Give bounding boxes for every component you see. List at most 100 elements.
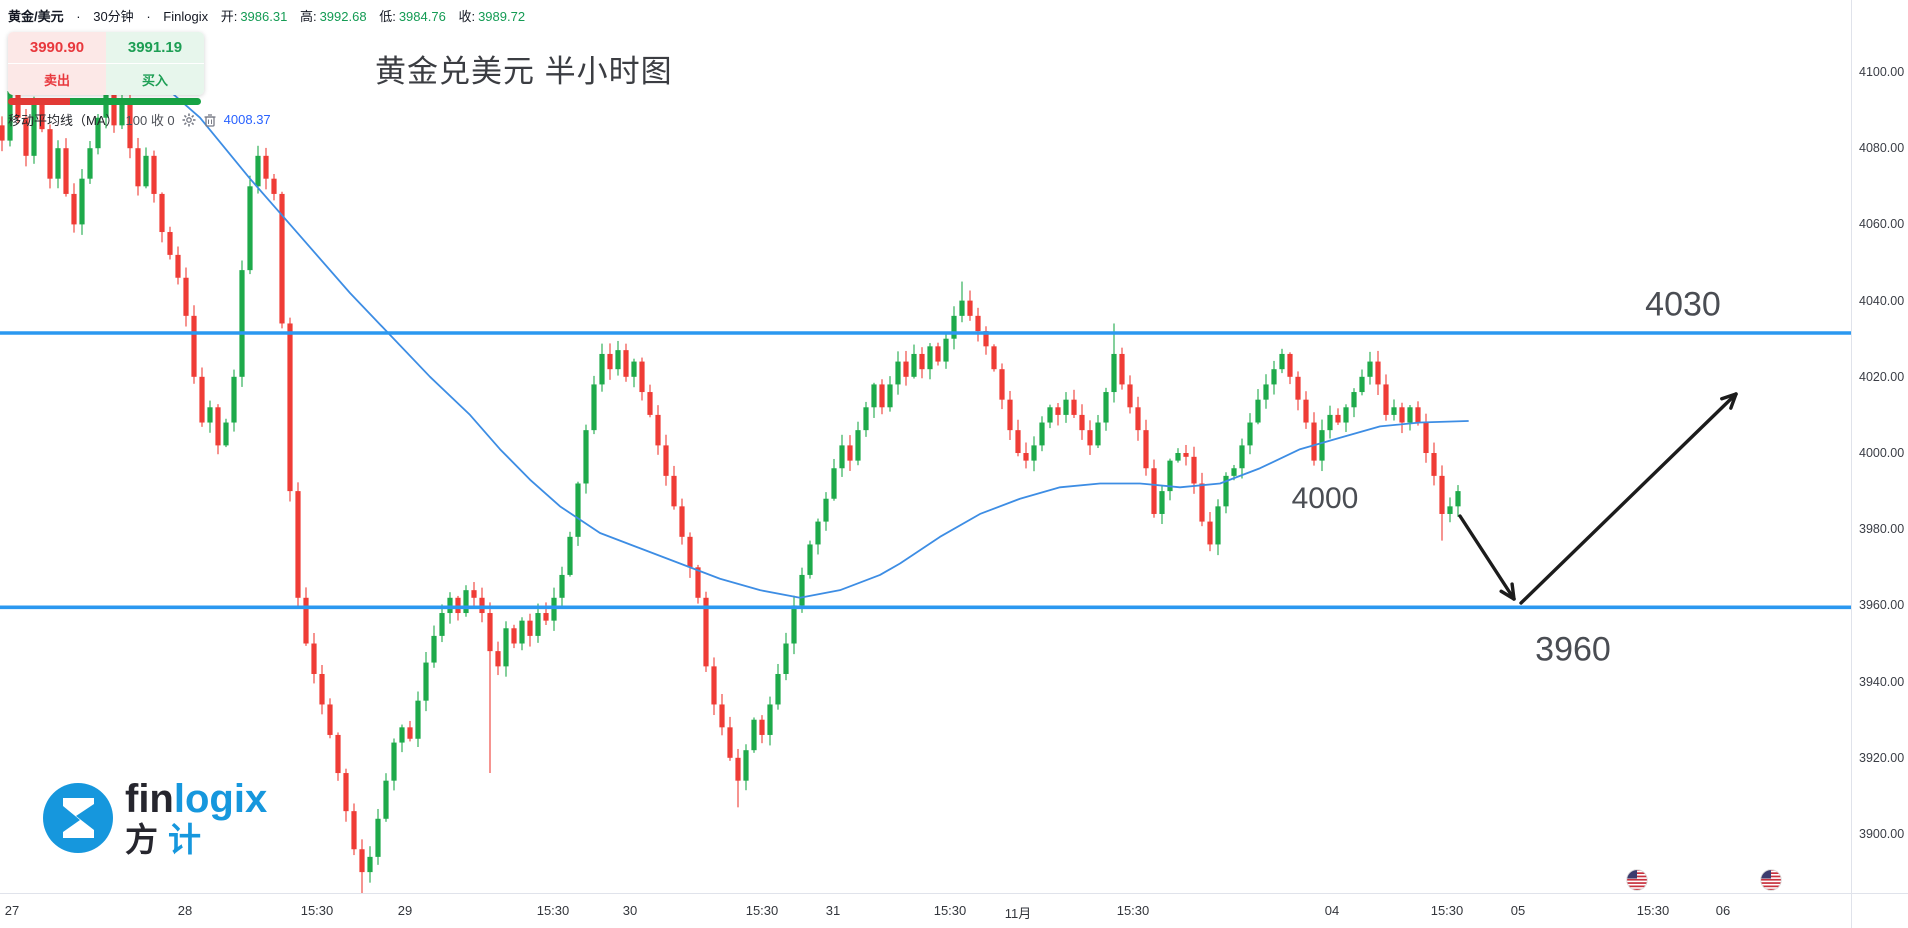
candle-body [1311, 422, 1317, 461]
annotation-label-3960: 3960 [1535, 630, 1611, 669]
candle-body [775, 673, 781, 705]
logo-cn-dark: 方 [125, 821, 168, 858]
candle-body [903, 361, 909, 377]
candle-body [455, 597, 461, 614]
candle-body [495, 651, 501, 667]
provider: Finlogix [163, 9, 209, 24]
ma-line [147, 71, 1469, 599]
candle-body [607, 353, 613, 370]
candle-body [599, 353, 605, 385]
candle-body [239, 270, 245, 377]
candle-body [839, 445, 845, 469]
candle-body [1199, 483, 1205, 522]
candle-body [791, 605, 797, 644]
price-tick-3900: 3900.00 [1859, 827, 1905, 841]
close-value: 3989.72 [478, 9, 526, 24]
logo-brand-dark: fin [125, 777, 174, 821]
candle-body [815, 521, 821, 545]
candle-body [895, 361, 901, 385]
candle-body [1423, 422, 1429, 454]
candle-body [1127, 384, 1133, 408]
us-flag-event-icon[interactable] [1760, 869, 1782, 891]
candle-body [1343, 407, 1349, 423]
buy-price: 3991.19 [127, 39, 183, 56]
time-tick-30: 30 [622, 903, 638, 918]
candle-body [471, 590, 477, 598]
candle-body [79, 178, 85, 225]
candle-body [359, 849, 365, 873]
time-axis[interactable]: Tuesday 4 November 2025 272815:302915:30… [0, 893, 1851, 928]
candle-body [527, 620, 533, 636]
ma-name: 移动平均线（MA） [8, 113, 119, 128]
symbol-info-bar: 黄金/美元 · 30分钟 · Finlogix 开: 3986.31 高: 3992… [8, 6, 525, 25]
candle-body [1351, 392, 1357, 408]
candle-body [727, 727, 733, 758]
candle-body [63, 148, 69, 194]
candle-body [447, 597, 453, 614]
trend-arrow-head [1510, 582, 1516, 601]
candle-body [1295, 376, 1301, 400]
candle-body [679, 506, 685, 537]
sell-button[interactable]: 卖出 [8, 63, 106, 95]
candle-body [311, 643, 317, 674]
candle-body [1159, 491, 1165, 514]
candle-body [887, 384, 893, 408]
candle-body [151, 155, 157, 194]
candle-body [199, 376, 205, 423]
price-axis[interactable]: 4120.00 4100.00 4080.00 4060.00 4040.00 4020.… [1851, 0, 1908, 893]
candle-body [215, 407, 221, 446]
time-tick-15:30: 15:30 [745, 903, 779, 918]
time-tick-15:30: 15:30 [536, 903, 570, 918]
trash-icon[interactable] [203, 113, 217, 127]
buy-price-button[interactable]: 3991.19 [106, 32, 204, 63]
candle-body [47, 129, 53, 179]
candle-body [991, 346, 997, 370]
candle-body [575, 483, 581, 537]
candle-body [1015, 430, 1021, 454]
timeframe[interactable]: 30分钟 [93, 9, 134, 24]
ma-value: 4008.37 [223, 112, 271, 127]
symbol-name[interactable]: 黄金/美元 [8, 9, 64, 24]
market-depth-bar [8, 98, 201, 105]
candle-body [799, 574, 805, 606]
candle-body [927, 346, 933, 370]
candle-body [975, 315, 981, 332]
candle-body [1007, 399, 1013, 431]
candle-body [287, 323, 293, 492]
buy-button[interactable]: 买入 [106, 63, 204, 95]
candle-body [647, 392, 653, 415]
price-tick-3960: 3960.00 [1859, 598, 1905, 613]
candle-body [591, 384, 597, 431]
candle-body [1367, 361, 1373, 377]
price-tick-4020: 4020.00 [1859, 369, 1905, 384]
chart-pane[interactable]: 4030 4000 3960 finlogix 方计 [0, 0, 1851, 893]
candle-body [623, 350, 629, 377]
annotation-label-4000: 4000 [1291, 482, 1359, 515]
candle-body [279, 193, 285, 324]
candle-body [375, 818, 381, 857]
candle-body [119, 102, 125, 126]
order-widget: 3990.90 3991.19 卖出 买入 [8, 32, 204, 95]
candle-body [999, 369, 1005, 400]
candle-body [535, 613, 541, 636]
time-tick-28: 28 [177, 903, 193, 918]
gear-icon[interactable] [182, 113, 196, 127]
candle-body [431, 635, 437, 663]
candlestick-chart-canvas[interactable] [0, 0, 1851, 893]
open-value: 3986.31 [240, 9, 288, 24]
candle-body [543, 613, 549, 621]
candle-body [271, 178, 277, 194]
us-flag-event-icon[interactable] [1626, 869, 1648, 891]
finlogix-logo-icon [43, 782, 113, 853]
candle-body [1335, 414, 1341, 423]
candle-body [511, 628, 517, 644]
sell-price-button[interactable]: 3990.90 [8, 32, 106, 63]
candle-body [1319, 430, 1325, 461]
buy-label: 买入 [141, 72, 168, 88]
candle-body [1183, 453, 1189, 457]
candle-body [1143, 430, 1149, 469]
price-tick-3920: 3920.00 [1859, 750, 1905, 765]
candle-body [943, 338, 949, 362]
candle-body [167, 232, 173, 255]
chart-title: 黄金兑美元 半小时图 [375, 54, 673, 89]
